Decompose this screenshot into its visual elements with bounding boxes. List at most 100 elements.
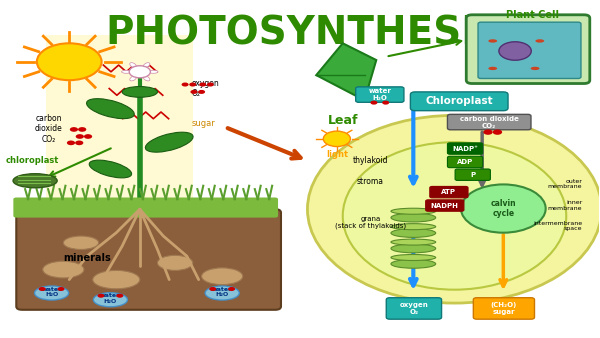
Circle shape [484, 129, 493, 135]
Ellipse shape [130, 76, 136, 81]
Text: carbon dioxide
CO₂: carbon dioxide CO₂ [460, 116, 518, 128]
Ellipse shape [143, 63, 150, 68]
Ellipse shape [145, 132, 193, 152]
Text: inner
membrane: inner membrane [548, 200, 582, 211]
Ellipse shape [64, 236, 98, 249]
Circle shape [67, 141, 75, 145]
FancyBboxPatch shape [386, 298, 442, 319]
Ellipse shape [499, 42, 531, 60]
Circle shape [370, 101, 377, 105]
Ellipse shape [122, 70, 131, 73]
Circle shape [209, 287, 216, 291]
Ellipse shape [35, 286, 68, 300]
Ellipse shape [391, 229, 436, 237]
Ellipse shape [488, 39, 497, 43]
Ellipse shape [391, 260, 436, 268]
Circle shape [116, 294, 124, 298]
Text: water
H₂O: water H₂O [100, 293, 121, 304]
FancyBboxPatch shape [466, 15, 590, 83]
Ellipse shape [157, 255, 193, 270]
Circle shape [189, 82, 196, 87]
Ellipse shape [43, 261, 84, 278]
Text: water
H₂O: water H₂O [368, 88, 391, 101]
FancyBboxPatch shape [478, 22, 581, 78]
FancyBboxPatch shape [13, 197, 278, 218]
Ellipse shape [202, 268, 243, 285]
Circle shape [129, 66, 151, 78]
Text: NADPH: NADPH [431, 202, 458, 209]
Ellipse shape [391, 224, 436, 230]
Ellipse shape [205, 286, 239, 300]
Circle shape [493, 129, 502, 135]
Circle shape [58, 287, 65, 291]
Text: (CH₂O)
sugar: (CH₂O) sugar [491, 302, 517, 315]
Circle shape [76, 134, 84, 139]
Text: thylakoid: thylakoid [353, 156, 388, 165]
Circle shape [199, 82, 206, 87]
Text: NADP⁺: NADP⁺ [452, 146, 478, 151]
Ellipse shape [149, 70, 158, 73]
Circle shape [78, 127, 86, 132]
Ellipse shape [86, 99, 134, 119]
Ellipse shape [122, 87, 157, 97]
Text: P: P [470, 172, 475, 178]
Ellipse shape [130, 63, 136, 68]
Circle shape [75, 141, 83, 145]
Text: oxygen
O₂: oxygen O₂ [400, 302, 428, 315]
Circle shape [70, 127, 78, 132]
Ellipse shape [488, 67, 497, 70]
Ellipse shape [391, 239, 436, 245]
FancyBboxPatch shape [16, 209, 281, 310]
Circle shape [190, 90, 197, 94]
Ellipse shape [535, 39, 544, 43]
Ellipse shape [143, 76, 150, 81]
Ellipse shape [530, 67, 539, 70]
Text: light: light [326, 149, 348, 159]
FancyBboxPatch shape [455, 169, 490, 180]
Text: Plant Cell: Plant Cell [506, 10, 559, 20]
Text: stroma: stroma [357, 177, 384, 186]
Circle shape [382, 101, 389, 105]
Polygon shape [316, 43, 376, 100]
Text: intermembrane
space: intermembrane space [533, 221, 582, 232]
Circle shape [323, 131, 350, 147]
Text: water
H₂O: water H₂O [41, 287, 62, 297]
FancyBboxPatch shape [448, 143, 483, 154]
Text: ADP: ADP [457, 159, 473, 165]
FancyBboxPatch shape [448, 114, 531, 130]
Ellipse shape [93, 270, 140, 289]
Text: outer
membrane: outer membrane [548, 179, 582, 190]
Text: Leaf: Leaf [328, 114, 358, 127]
Ellipse shape [391, 208, 436, 214]
Ellipse shape [391, 244, 436, 253]
FancyBboxPatch shape [448, 156, 483, 168]
Text: carbon
dioxide
CO₂: carbon dioxide CO₂ [35, 114, 62, 144]
Text: grana
(stack of thylakoids): grana (stack of thylakoids) [335, 216, 406, 230]
Polygon shape [46, 35, 193, 263]
Circle shape [84, 134, 92, 139]
Circle shape [37, 43, 101, 80]
FancyBboxPatch shape [410, 92, 508, 111]
Ellipse shape [343, 142, 566, 290]
Circle shape [461, 185, 545, 233]
FancyBboxPatch shape [356, 87, 404, 102]
Text: calvin
cycle: calvin cycle [491, 199, 516, 218]
Ellipse shape [13, 174, 57, 188]
Ellipse shape [391, 213, 436, 222]
Circle shape [182, 82, 188, 87]
Text: sugar: sugar [191, 119, 215, 128]
Ellipse shape [307, 115, 600, 303]
Text: chloroplast: chloroplast [6, 156, 59, 165]
Text: Chloroplast: Chloroplast [425, 96, 493, 106]
FancyBboxPatch shape [430, 187, 468, 198]
Ellipse shape [94, 293, 127, 307]
Text: minerals: minerals [63, 253, 111, 263]
Circle shape [198, 90, 205, 94]
Circle shape [207, 82, 214, 87]
Ellipse shape [89, 160, 131, 178]
Text: oxygen
O₂: oxygen O₂ [191, 79, 220, 98]
Text: ATP: ATP [441, 189, 456, 195]
Text: water
H₂O: water H₂O [212, 287, 232, 297]
FancyBboxPatch shape [425, 200, 464, 211]
Circle shape [38, 287, 46, 291]
